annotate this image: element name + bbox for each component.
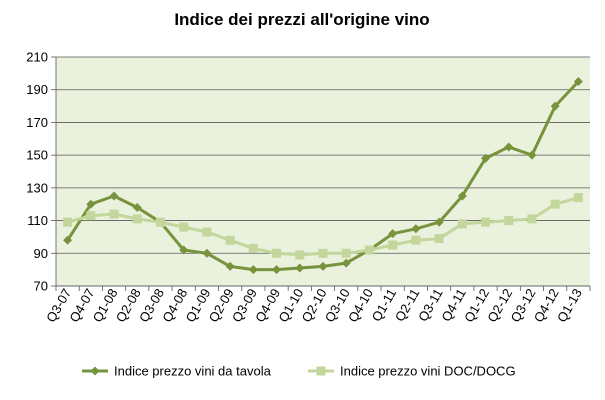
series-0-point	[63, 235, 73, 245]
series-1-point	[318, 248, 328, 258]
series-0-point	[457, 191, 467, 201]
series-1-point	[388, 240, 398, 250]
series-1-point	[63, 217, 73, 227]
series-0-point	[504, 142, 514, 152]
x-axis: Q3-07Q4-07Q1-08Q2-08Q3-08Q4-08Q1-09Q2-09…	[43, 285, 591, 325]
y-tick-label-70: 70	[34, 279, 48, 294]
series-0-point	[388, 229, 398, 239]
y-tick-label-130: 130	[26, 180, 48, 195]
y-tick-label-110: 110	[27, 213, 48, 228]
series-1-point	[481, 217, 491, 227]
series-0-point	[411, 224, 421, 234]
y-tick-label-170: 170	[26, 115, 48, 130]
series-0-point	[202, 248, 212, 258]
series-1-point	[411, 235, 421, 245]
series-1-point	[341, 248, 351, 258]
y-tick-label-190: 190	[26, 82, 48, 97]
series-0-point	[341, 258, 351, 268]
series-1-point	[86, 211, 96, 221]
chart-title: Indice dei prezzi all'origine vino	[174, 10, 429, 29]
legend: Indice prezzo vini da tavola Indice prezz…	[82, 364, 516, 379]
series-0-point	[109, 191, 119, 201]
series-1-point	[179, 222, 189, 232]
series-1-point	[550, 199, 560, 209]
series-0-point	[225, 261, 235, 271]
series-0-point	[318, 261, 328, 271]
series-1-point	[225, 235, 235, 245]
series-1-point	[527, 214, 537, 224]
series-0-point	[550, 101, 560, 111]
series-1-point	[109, 209, 119, 219]
series-0-point	[573, 77, 583, 87]
y-axis: 70 90 110 130 150 170 190 210	[26, 50, 57, 294]
series-1-point	[202, 227, 212, 237]
series-0-point	[132, 202, 142, 212]
series-0-point	[248, 265, 258, 275]
series-1-point	[155, 217, 165, 227]
series-group	[63, 77, 583, 275]
legend-label-1: Indice prezzo vini DOC/DOCG	[340, 364, 516, 379]
series-1-point	[295, 250, 305, 260]
series-1-point	[132, 214, 142, 224]
series-1-point	[457, 219, 467, 229]
series-0-point	[179, 245, 189, 255]
y-tick-label-90: 90	[34, 246, 48, 261]
series-0-point	[527, 150, 537, 160]
y-tick-label-150: 150	[26, 148, 48, 163]
series-0-point	[295, 263, 305, 273]
series-0-point	[434, 217, 444, 227]
series-1-point	[504, 216, 514, 226]
y-tick-label-210: 210	[26, 50, 48, 65]
series-1-point	[248, 243, 258, 253]
series-0-point	[481, 153, 491, 163]
plot-area	[56, 57, 590, 286]
series-1-point	[272, 248, 282, 258]
series-0-point	[272, 265, 282, 275]
series-1-point	[573, 193, 583, 203]
series-1-point	[364, 245, 374, 255]
legend-marker-0	[90, 366, 100, 376]
series-0-point	[86, 199, 96, 209]
legend-marker-1	[316, 366, 326, 376]
series-1-point	[434, 234, 444, 244]
legend-label-0: Indice prezzo vini da tavola	[114, 364, 272, 379]
